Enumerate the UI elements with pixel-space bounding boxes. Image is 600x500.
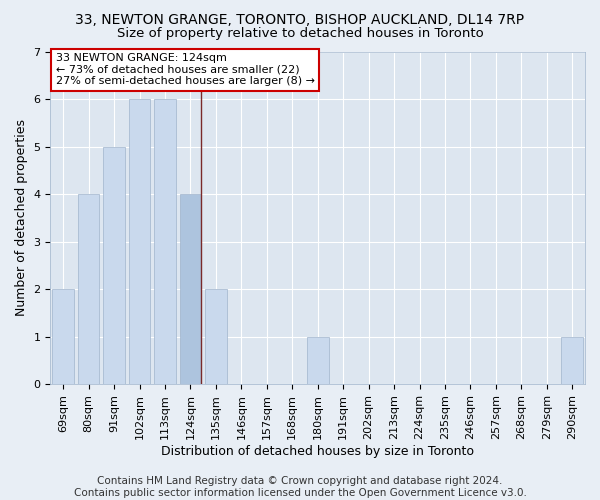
Y-axis label: Number of detached properties: Number of detached properties xyxy=(15,120,28,316)
Text: Contains HM Land Registry data © Crown copyright and database right 2024.
Contai: Contains HM Land Registry data © Crown c… xyxy=(74,476,526,498)
X-axis label: Distribution of detached houses by size in Toronto: Distribution of detached houses by size … xyxy=(161,444,474,458)
Bar xyxy=(78,194,100,384)
Text: 33 NEWTON GRANGE: 124sqm
← 73% of detached houses are smaller (22)
27% of semi-d: 33 NEWTON GRANGE: 124sqm ← 73% of detach… xyxy=(56,53,315,86)
Bar xyxy=(103,146,125,384)
Bar xyxy=(307,336,329,384)
Bar xyxy=(52,289,74,384)
Text: 33, NEWTON GRANGE, TORONTO, BISHOP AUCKLAND, DL14 7RP: 33, NEWTON GRANGE, TORONTO, BISHOP AUCKL… xyxy=(76,12,524,26)
Text: Size of property relative to detached houses in Toronto: Size of property relative to detached ho… xyxy=(116,28,484,40)
Bar xyxy=(179,194,201,384)
Bar xyxy=(154,99,176,384)
Bar xyxy=(205,289,227,384)
Bar xyxy=(562,336,583,384)
Bar xyxy=(128,99,151,384)
